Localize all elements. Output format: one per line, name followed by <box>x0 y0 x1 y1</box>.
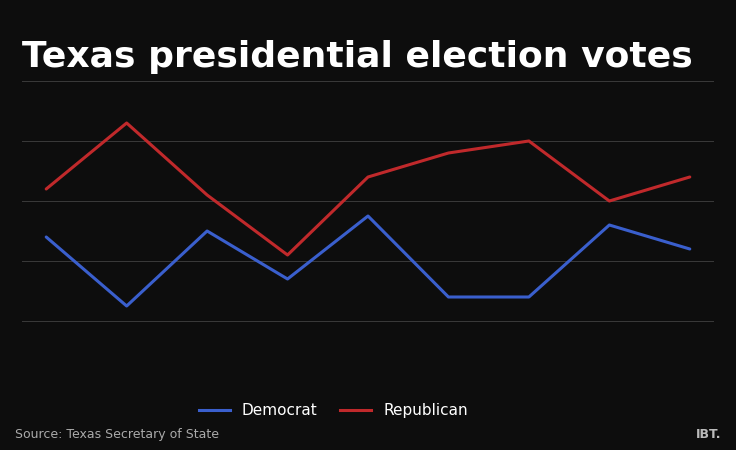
Legend: Democrat, Republican: Democrat, Republican <box>193 397 474 424</box>
Text: IBT.: IBT. <box>696 428 721 441</box>
Text: Source: Texas Secretary of State: Source: Texas Secretary of State <box>15 428 219 441</box>
Text: Texas presidential election votes: Texas presidential election votes <box>22 40 693 74</box>
